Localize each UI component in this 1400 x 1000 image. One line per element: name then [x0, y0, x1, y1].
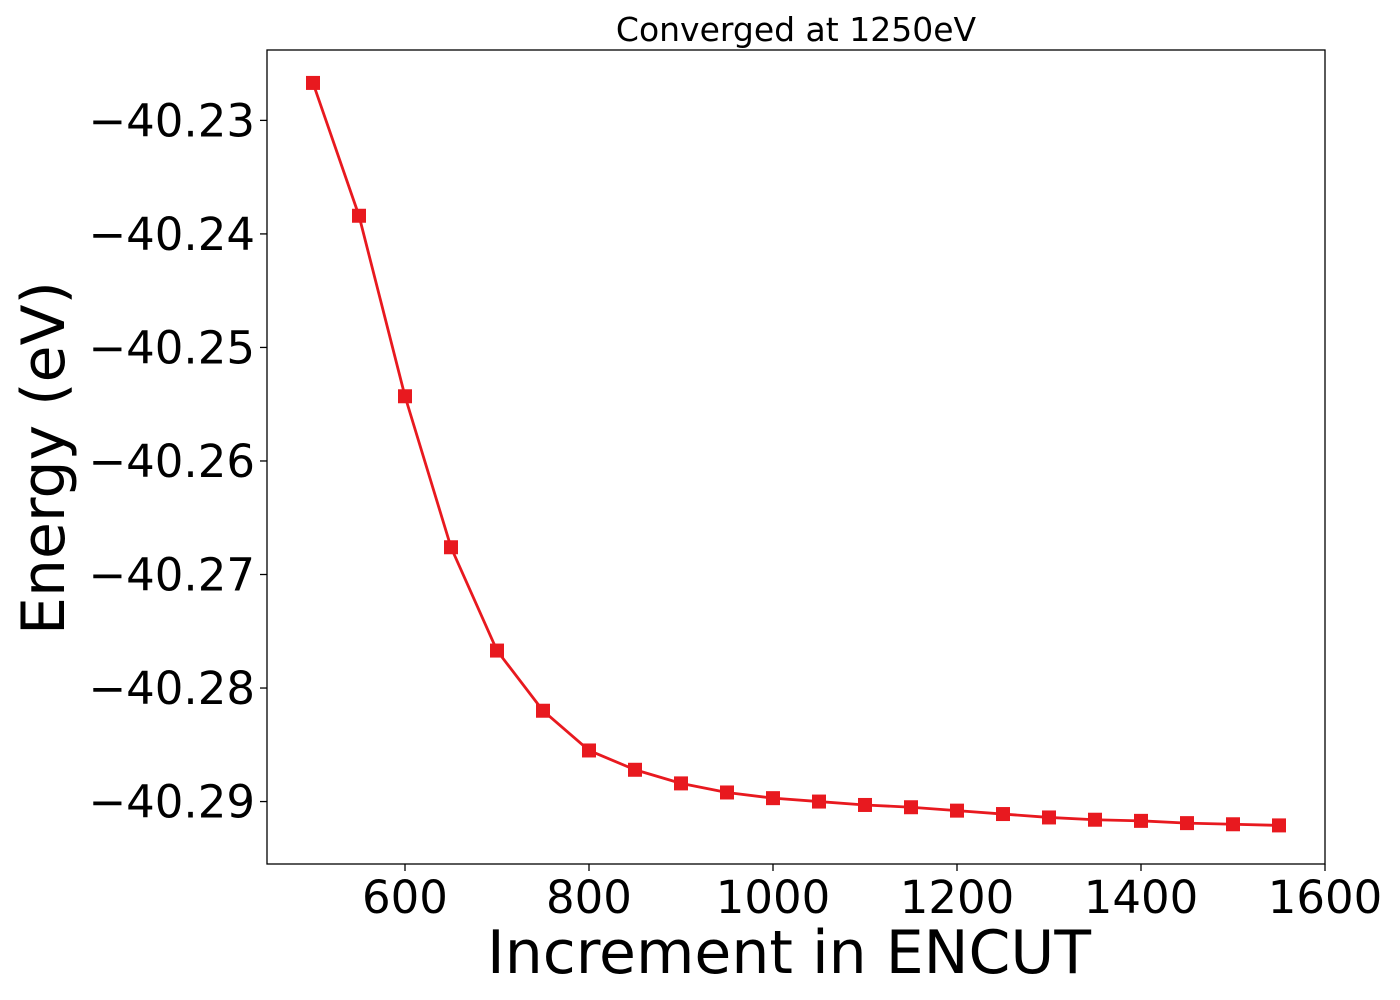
y-tick-label: −40.29	[88, 776, 255, 829]
plot-frame	[266, 49, 1326, 865]
y-tick-label: −40.28	[88, 662, 255, 715]
plot-layer	[306, 75, 1286, 833]
data-point-marker	[1272, 818, 1286, 833]
data-point-marker	[996, 807, 1010, 822]
data-point-marker	[352, 208, 366, 223]
x-tick-label: 1200	[900, 871, 1015, 924]
y-tick-label: −40.23	[88, 94, 255, 147]
data-point-marker	[1134, 813, 1148, 828]
data-point-marker	[904, 800, 918, 815]
data-point-marker	[766, 791, 780, 806]
data-point-marker	[536, 703, 550, 718]
data-point-marker	[444, 540, 458, 555]
data-point-marker	[1180, 816, 1194, 831]
data-point-marker	[812, 794, 826, 809]
x-tick-label: 1600	[1268, 871, 1383, 924]
data-point-marker	[858, 797, 872, 812]
y-tick-label: −40.27	[88, 549, 255, 602]
x-tick-label: 800	[546, 871, 632, 924]
data-point-marker	[306, 75, 320, 90]
data-point-marker	[490, 643, 504, 658]
data-point-marker	[1226, 817, 1240, 832]
data-point-marker	[1042, 810, 1056, 825]
data-point-marker	[1088, 812, 1102, 827]
x-tick-label: 1400	[1084, 871, 1199, 924]
data-point-marker	[628, 762, 642, 777]
y-tick-label: −40.25	[88, 321, 255, 374]
x-tick-label: 600	[362, 871, 448, 924]
x-axis-label: Increment in ENCUT	[487, 918, 1091, 988]
data-point-marker	[950, 803, 964, 818]
y-tick-label: −40.24	[88, 208, 255, 261]
y-axis-label: Energy (eV)	[9, 281, 79, 635]
data-point-marker	[674, 776, 688, 791]
data-point-marker	[720, 785, 734, 800]
x-tick-label: 1000	[716, 871, 831, 924]
y-tick-label: −40.26	[88, 435, 255, 488]
chart-title: Converged at 1250eV	[616, 10, 977, 49]
y-axis-ticks: −40.23 −40.24 −40.25 −40.26 −40.27 −40.28 −40.…	[88, 94, 267, 829]
data-point-marker	[398, 389, 412, 404]
x-axis-ticks: 600 800 1000 1200 1400 1600	[362, 864, 1382, 924]
series-line	[311, 82, 1280, 827]
data-point-marker	[582, 743, 596, 758]
